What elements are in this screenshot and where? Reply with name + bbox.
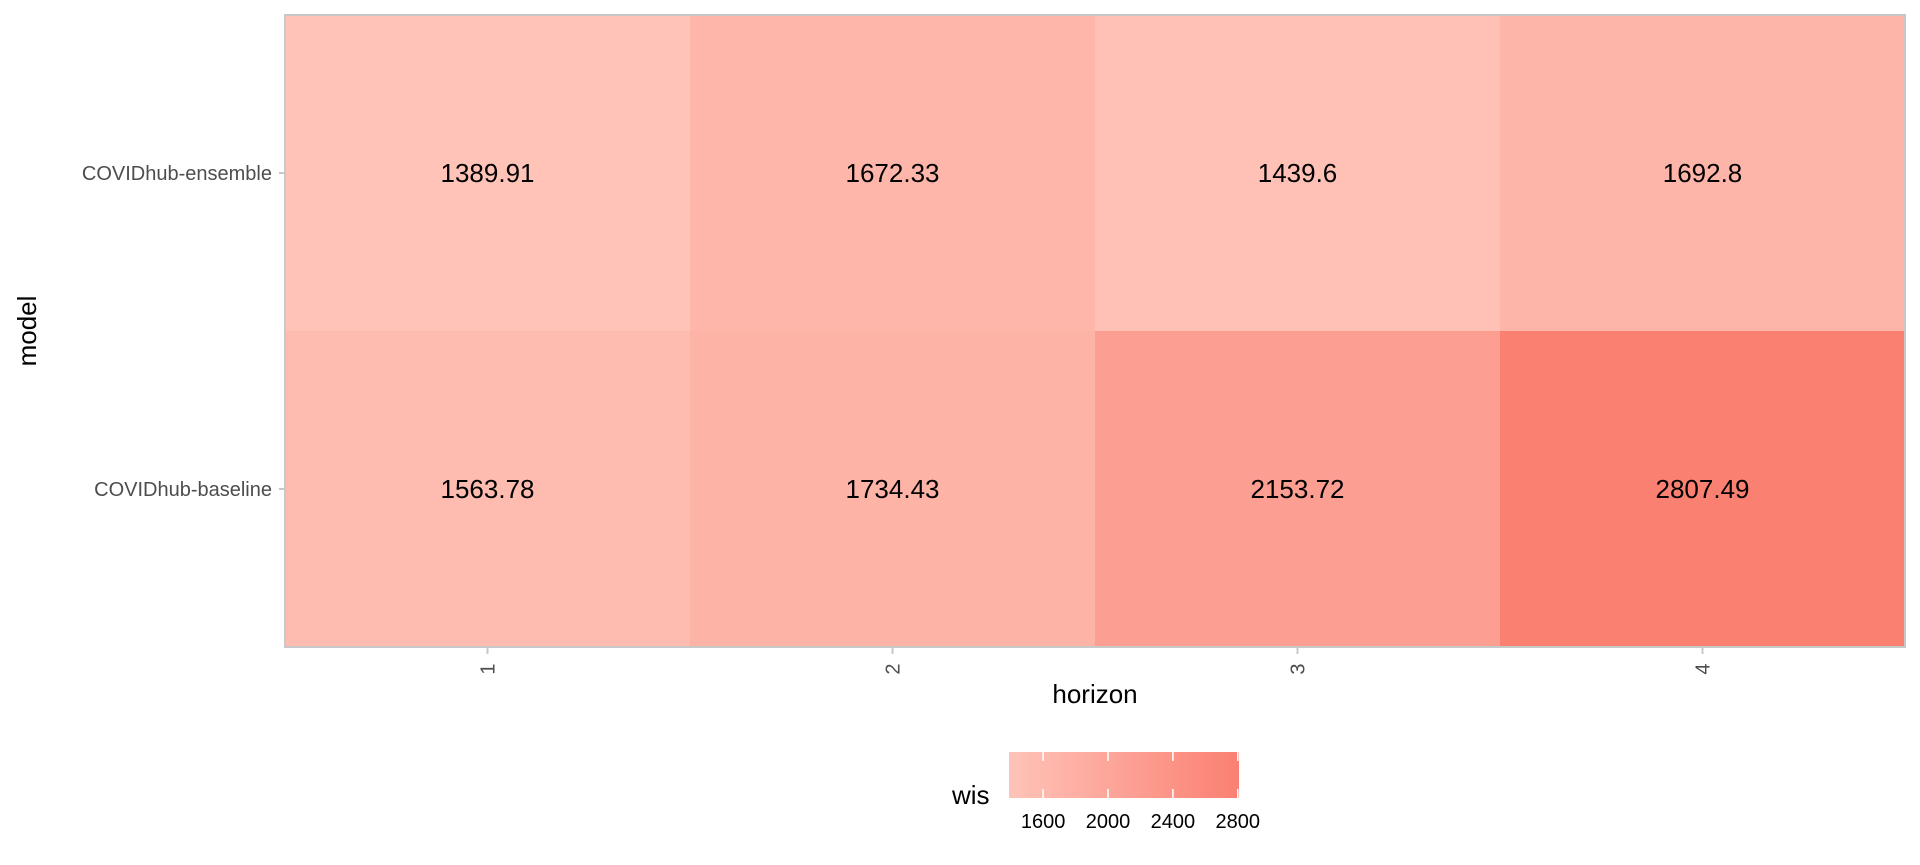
cell-value-label: 1439.6 xyxy=(1258,158,1338,188)
legend-tick-label: 2800 xyxy=(1216,811,1261,833)
cell-value-label: 1389.91 xyxy=(441,158,535,188)
legend-tick-label: 2400 xyxy=(1151,811,1196,833)
x-tick-label: 3 xyxy=(1288,663,1310,674)
heatmap-cells xyxy=(285,15,1905,647)
y-axis-title: model xyxy=(12,296,42,367)
legend-title: wis xyxy=(951,780,990,810)
x-axis-title: horizon xyxy=(1052,679,1137,709)
x-tick-label: 2 xyxy=(883,663,905,674)
cell-value-label: 1734.43 xyxy=(846,474,940,504)
heatmap-cell-labels: 1389.91 1672.33 1439.6 1692.8 1563.78 1734.43… xyxy=(441,158,1750,504)
heatmap-cell xyxy=(1500,331,1905,647)
heatmap-cell xyxy=(690,15,1095,331)
legend-tick-label: 2000 xyxy=(1086,811,1131,833)
heatmap-cell xyxy=(690,331,1095,647)
panel-border xyxy=(284,14,1906,648)
x-tick-label: 1 xyxy=(478,663,500,674)
heatmap-cell xyxy=(285,331,690,647)
cell-value-label: 2807.49 xyxy=(1656,474,1750,504)
heatmap-cell xyxy=(1095,15,1500,331)
legend: wis 1600 2000 2400 2800 xyxy=(951,752,1260,833)
heatmap-cell xyxy=(285,15,690,331)
x-tick-label: 4 xyxy=(1693,663,1715,674)
legend-ticks: 1600 2000 2400 2800 xyxy=(1021,752,1260,833)
legend-tick-label: 1600 xyxy=(1021,811,1066,833)
y-tick-label: COVIDhub-baseline xyxy=(94,479,272,501)
cell-value-label: 1692.8 xyxy=(1663,158,1743,188)
x-axis: 1 2 3 4 xyxy=(478,647,1715,675)
y-tick-label: COVIDhub-ensemble xyxy=(82,163,272,185)
y-axis: COVIDhub-ensemble COVIDhub-baseline xyxy=(82,163,285,501)
heatmap-cell xyxy=(1500,15,1905,331)
cell-value-label: 2153.72 xyxy=(1251,474,1345,504)
legend-colorbar xyxy=(1009,752,1239,798)
cell-value-label: 1563.78 xyxy=(441,474,535,504)
heatmap-cell xyxy=(1095,331,1500,647)
cell-value-label: 1672.33 xyxy=(846,158,940,188)
